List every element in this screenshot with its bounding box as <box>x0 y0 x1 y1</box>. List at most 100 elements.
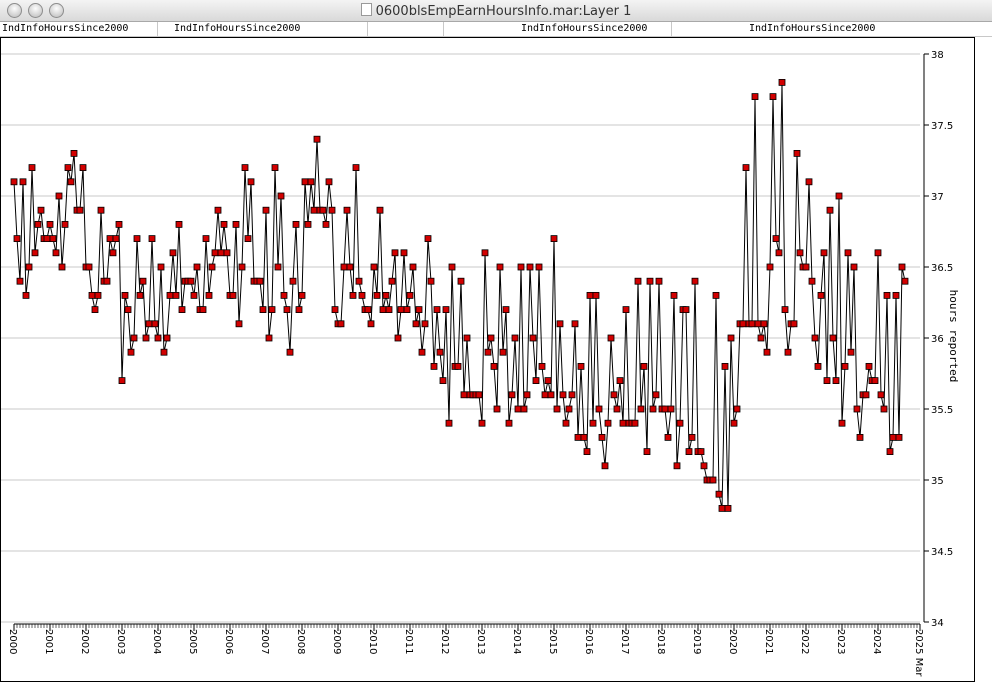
data-point <box>817 291 825 299</box>
data-point <box>358 291 366 299</box>
data-point <box>340 263 348 271</box>
data-point <box>349 291 357 299</box>
data-point <box>256 277 264 285</box>
data-point <box>559 391 567 399</box>
data-point <box>478 419 486 427</box>
data-point <box>592 291 600 299</box>
data-point <box>769 93 777 100</box>
data-point <box>199 306 207 314</box>
x-tick-label-3: 2003 <box>115 629 126 654</box>
data-point <box>484 348 492 356</box>
minimize-window-button[interactable] <box>28 3 43 18</box>
data-point <box>760 320 768 328</box>
data-point <box>892 291 900 299</box>
data-point <box>772 235 780 243</box>
data-point <box>136 291 144 299</box>
data-point <box>157 263 165 271</box>
data-point <box>841 362 849 370</box>
x-tick-label-15: 2015 <box>547 629 558 654</box>
data-point <box>388 277 396 285</box>
data-point <box>109 249 117 257</box>
zoom-window-button[interactable] <box>49 3 64 18</box>
data-point <box>163 334 171 342</box>
data-point <box>523 391 531 399</box>
data-point <box>412 320 420 328</box>
data-point <box>16 277 24 285</box>
data-point <box>421 320 429 328</box>
data-point <box>886 448 894 456</box>
y-tick-label-2: 35 <box>931 476 944 487</box>
data-point <box>424 235 432 243</box>
data-point <box>511 334 519 342</box>
window-right-edge <box>976 37 992 699</box>
data-point <box>457 277 465 285</box>
data-point <box>400 249 408 257</box>
data-point <box>346 263 354 271</box>
data-point <box>241 164 249 172</box>
series-label-spacer-1 <box>157 22 172 36</box>
data-point <box>637 405 645 413</box>
x-tick-label-20: 2020 <box>727 629 738 654</box>
data-point <box>205 291 213 299</box>
data-point <box>865 362 873 370</box>
data-point <box>550 235 558 243</box>
data-point <box>187 277 195 285</box>
data-point <box>829 334 837 342</box>
series-label-2: IndInfoHoursSince2000 <box>174 23 301 34</box>
data-point <box>601 462 609 470</box>
data-point <box>25 263 33 271</box>
x-tick-label-2: 2002 <box>79 629 90 654</box>
data-point <box>808 277 816 285</box>
data-point <box>670 291 678 299</box>
data-point <box>43 235 51 243</box>
data-point <box>499 348 507 356</box>
x-tick-label-12: 2012 <box>439 629 450 654</box>
data-point <box>541 391 549 399</box>
x-tick-label-16: 2016 <box>583 629 594 654</box>
data-point <box>811 334 819 342</box>
data-point <box>76 206 84 214</box>
data-point <box>607 334 615 342</box>
data-point <box>85 263 93 271</box>
data-point <box>727 334 735 342</box>
data-point <box>115 220 123 228</box>
data-point <box>148 235 156 243</box>
data-point <box>580 433 588 441</box>
data-point <box>448 263 456 271</box>
data-point <box>652 391 660 399</box>
close-window-button[interactable] <box>7 3 22 18</box>
data-point <box>34 220 42 228</box>
data-point <box>328 206 336 214</box>
data-point <box>70 149 78 157</box>
data-point <box>766 263 774 271</box>
data-point <box>739 320 747 328</box>
x-tick-label-14: 2014 <box>511 629 522 654</box>
data-point <box>538 362 546 370</box>
data-point <box>610 391 618 399</box>
data-point <box>232 220 240 228</box>
data-point <box>826 206 834 214</box>
data-point <box>235 320 243 328</box>
data-point <box>544 377 552 385</box>
data-point <box>91 306 99 314</box>
data-point <box>193 263 201 271</box>
data-point <box>730 419 738 427</box>
data-point <box>268 306 276 314</box>
series-line-0 <box>13 82 906 509</box>
data-point <box>577 362 585 370</box>
data-point <box>835 192 843 200</box>
data-point <box>280 291 288 299</box>
data-point <box>838 419 846 427</box>
data-point <box>616 377 624 385</box>
series-label-4: IndInfoHoursSince2000 <box>749 23 876 34</box>
data-point <box>298 291 306 299</box>
chart-frame <box>0 37 975 682</box>
data-point <box>721 362 729 370</box>
data-point <box>754 320 762 328</box>
data-point <box>418 348 426 356</box>
data-point <box>403 306 411 314</box>
x-tick-label-6: 2006 <box>223 629 234 654</box>
data-point <box>673 462 681 470</box>
data-point <box>697 448 705 456</box>
